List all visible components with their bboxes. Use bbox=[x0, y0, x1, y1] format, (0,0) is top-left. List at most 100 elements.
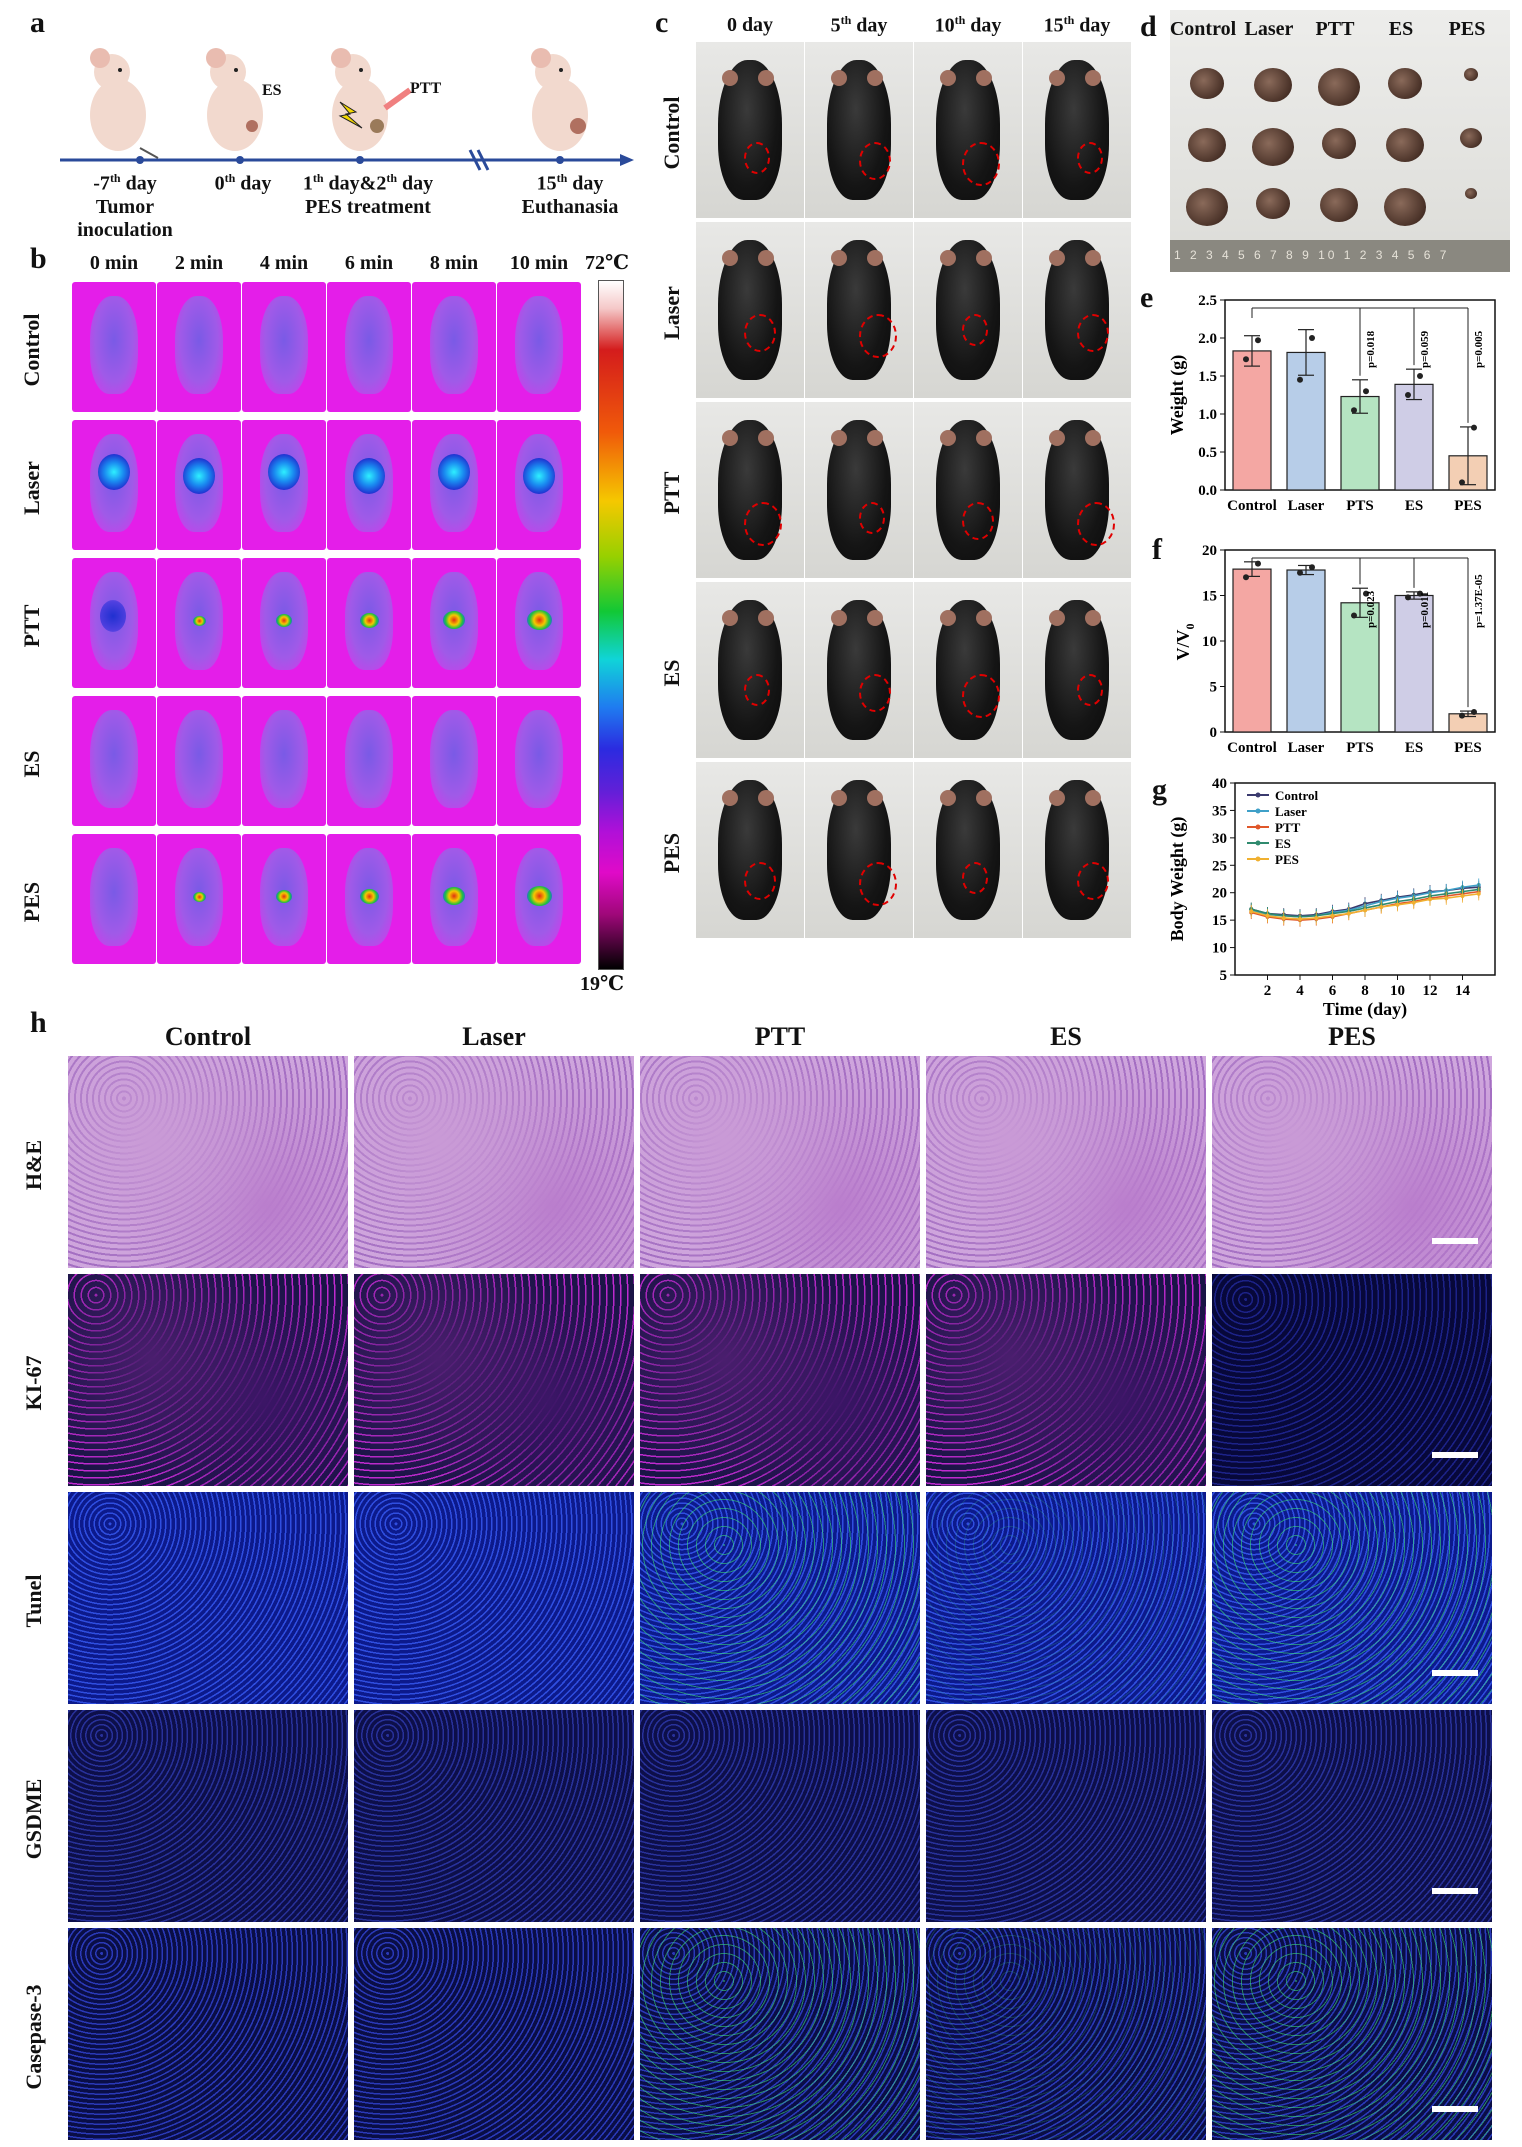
mouse-ear bbox=[1085, 430, 1101, 446]
thermal-image bbox=[412, 834, 496, 964]
y-tick-label: 1.5 bbox=[1198, 369, 1217, 385]
mouse-ear bbox=[1049, 430, 1065, 446]
thermal-hotspot bbox=[443, 611, 465, 629]
thermal-time-label: 6 min bbox=[344, 252, 394, 274]
ruler-numbers: 1 2 3 4 5 6 7 8 9 10 1 2 3 4 5 6 7 bbox=[1174, 248, 1450, 262]
thermal-mouse-silhouette bbox=[90, 296, 138, 394]
thermal-mouse-silhouette bbox=[90, 710, 138, 808]
histology-row-label: H&E bbox=[21, 1139, 46, 1191]
histology-image bbox=[354, 1492, 634, 1704]
y-tick-label: 20 bbox=[1212, 886, 1227, 902]
scale-bar bbox=[1432, 1670, 1478, 1676]
mouse-ear bbox=[1085, 70, 1101, 86]
histology-image bbox=[68, 1274, 348, 1486]
mouse-photo bbox=[914, 42, 1022, 218]
thermal-time-label: 8 min bbox=[429, 252, 479, 274]
photo-day-label: 5th day bbox=[830, 13, 888, 37]
data-point bbox=[1444, 896, 1449, 901]
y-tick-label: 0 bbox=[1210, 725, 1218, 741]
tumor-circle-marker bbox=[859, 314, 897, 358]
mouse-ear bbox=[940, 790, 956, 806]
excised-tumor bbox=[1386, 128, 1424, 163]
thermal-image bbox=[412, 696, 496, 826]
thermal-image bbox=[242, 696, 326, 826]
excised-tumor bbox=[1320, 188, 1358, 223]
histology-image bbox=[1212, 1056, 1492, 1268]
thermal-row-label: PES bbox=[19, 881, 44, 923]
histology-image bbox=[926, 1928, 1206, 2140]
tumor-circle-marker bbox=[859, 502, 885, 534]
y-tick-label: 25 bbox=[1212, 858, 1227, 874]
thermal-row-label: ES bbox=[19, 750, 44, 778]
timeline-figure bbox=[60, 48, 634, 171]
p-value-label: p=1.37E-05 bbox=[1473, 574, 1485, 628]
mouse-ear bbox=[976, 70, 992, 86]
bar bbox=[1394, 383, 1434, 491]
y-tick-label: 15 bbox=[1202, 589, 1217, 605]
mouse-ear bbox=[867, 790, 883, 806]
p-value-label: p=0.018 bbox=[1365, 330, 1377, 368]
colorbar-max-label: 72℃ bbox=[585, 252, 629, 274]
data-point bbox=[1309, 564, 1315, 571]
tumor-circle-marker bbox=[1077, 142, 1103, 174]
mouse-photo bbox=[1023, 42, 1131, 218]
mouse-ear bbox=[758, 250, 774, 266]
histology-image bbox=[68, 1492, 348, 1704]
fluorescence-signal bbox=[926, 1928, 1206, 2140]
histology-image bbox=[926, 1056, 1206, 1268]
mouse-ear bbox=[831, 430, 847, 446]
data-point bbox=[1379, 904, 1384, 909]
photo-day-label: 10th day bbox=[934, 13, 1002, 37]
scale-bar bbox=[1432, 1888, 1478, 1894]
mouse-photo bbox=[914, 402, 1022, 578]
x-tick-label: 2 bbox=[1264, 983, 1272, 999]
mouse-ear bbox=[940, 250, 956, 266]
tumor-circle-marker bbox=[962, 142, 1000, 186]
tumor-volume-bar-chart: 0 5 10 15 20 Control Laser PTS p=0.023 ES p=0.011 P… bbox=[1173, 543, 1496, 756]
x-tick-label: 14 bbox=[1455, 983, 1471, 999]
excised-tumor bbox=[1388, 68, 1422, 99]
panel-label-b: b bbox=[30, 242, 47, 275]
panel-label-f: f bbox=[1152, 533, 1162, 566]
photo-row-label: PTT bbox=[659, 471, 684, 515]
data-point bbox=[1297, 569, 1303, 576]
thermal-hotspot bbox=[98, 454, 130, 490]
tumor-circle-marker bbox=[744, 142, 770, 174]
plot-frame bbox=[1234, 782, 1496, 976]
histology-row-label: KI-67 bbox=[21, 1355, 46, 1411]
y-axis-label: Weight (g) bbox=[1167, 355, 1188, 436]
tumor-circle-marker bbox=[1077, 502, 1115, 546]
thermal-hotspot bbox=[526, 609, 552, 630]
thermal-hotspot bbox=[100, 600, 126, 632]
photo-row-label: Control bbox=[659, 96, 684, 170]
excised-tumor bbox=[1252, 128, 1294, 166]
data-point bbox=[1459, 479, 1465, 486]
x-tick-label: Control bbox=[1227, 498, 1277, 514]
y-tick-label: 2.0 bbox=[1198, 331, 1217, 347]
thermal-mouse-silhouette bbox=[260, 296, 308, 394]
thermal-image bbox=[327, 420, 411, 550]
thermal-row-label: Control bbox=[19, 313, 44, 387]
thermal-mouse-silhouette bbox=[175, 296, 223, 394]
x-tick-label: 4 bbox=[1296, 983, 1304, 999]
histology-column-label: ES bbox=[1050, 1022, 1082, 1051]
data-point bbox=[1314, 915, 1319, 920]
y-tick-label: 40 bbox=[1212, 776, 1227, 792]
photo-day-label: 15th day bbox=[1043, 13, 1111, 37]
tumor-circle-marker bbox=[744, 862, 776, 900]
thermal-row-label: Laser bbox=[19, 461, 44, 515]
colorbar-min-label: 19℃ bbox=[580, 973, 624, 995]
thermal-image bbox=[497, 696, 581, 826]
mouse-ear bbox=[1049, 610, 1065, 626]
legend-marker bbox=[1255, 840, 1261, 846]
thermal-image bbox=[72, 558, 156, 688]
bar bbox=[1232, 568, 1272, 733]
tumor-weight-bar-chart: 0.0 0.5 1.0 1.5 2.0 2.5 Control Laser PTS p=0.018… bbox=[1167, 293, 1496, 514]
mouse-ear bbox=[940, 430, 956, 446]
thermal-mouse-silhouette bbox=[345, 710, 393, 808]
legend-label: ES bbox=[1275, 836, 1291, 851]
fluorescence-signal bbox=[926, 1492, 1206, 1704]
excised-tumor bbox=[1190, 68, 1224, 99]
histology-image bbox=[640, 1710, 920, 1922]
data-point bbox=[1243, 356, 1249, 363]
